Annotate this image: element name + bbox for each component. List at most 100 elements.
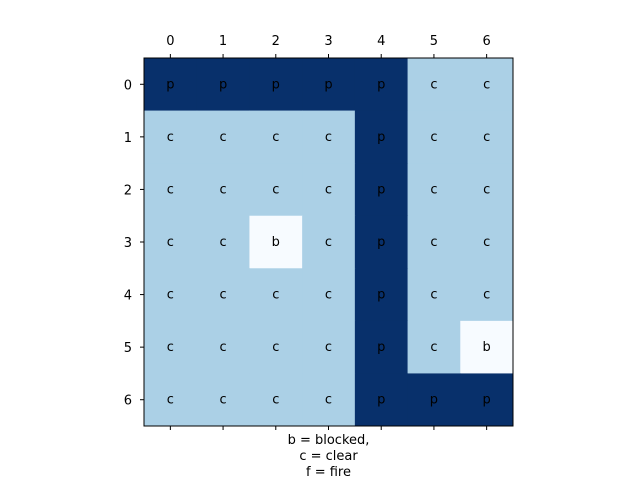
x-tick-label: 6 <box>483 34 491 49</box>
y-tick-label: 3 <box>124 236 132 251</box>
cell-label: p <box>324 77 332 92</box>
heatmap-cell <box>196 268 250 322</box>
heatmap-cell <box>249 320 303 374</box>
cell-label: b <box>483 340 491 355</box>
cell-label: c <box>325 340 332 355</box>
heatmap-cell <box>460 163 514 217</box>
cell-label: c <box>430 340 437 355</box>
heatmap-cell <box>460 215 514 269</box>
cell-label: c <box>167 235 174 250</box>
cell-label: p <box>377 77 385 92</box>
heatmap-cell <box>144 373 198 427</box>
cell-label: c <box>325 288 332 303</box>
cell-label: p <box>166 77 174 92</box>
cell-label: c <box>167 288 174 303</box>
x-tick-label: 1 <box>219 34 227 49</box>
y-tick-label: 6 <box>124 394 132 409</box>
cell-label: c <box>272 340 279 355</box>
heatmap-cell <box>354 373 409 427</box>
cell-label: p <box>377 182 385 197</box>
cell-label: p <box>377 235 385 250</box>
cell-label: p <box>272 77 280 92</box>
heatmap-cell <box>144 110 198 164</box>
heatmap-cell <box>407 373 461 427</box>
cell-labels: p p p p p c c c c c c p c c c c c c p c c c c b c p c c c c c c p c c c c c c p… <box>166 77 491 407</box>
heatmap-cell <box>196 110 250 164</box>
cell-label: c <box>219 130 226 145</box>
heatmap-cell <box>460 320 514 374</box>
cell-label: p <box>377 288 385 303</box>
cell-label: c <box>430 77 437 92</box>
cell-label: c <box>430 182 437 197</box>
cell-label: c <box>272 130 279 145</box>
x-tick-label: 0 <box>166 34 174 49</box>
cell-label: p <box>377 393 385 408</box>
heatmap-cell <box>460 58 514 112</box>
cell-label: c <box>483 182 490 197</box>
heatmap-cell <box>249 58 303 112</box>
cell-label: c <box>219 393 226 408</box>
heatmap-cell <box>354 58 409 112</box>
cell-label: p <box>377 340 385 355</box>
heatmap-cell <box>460 110 514 164</box>
heatmap-cell <box>407 110 461 164</box>
heatmap-cell <box>460 268 514 322</box>
x-tick-label: 4 <box>377 34 385 49</box>
heatmap-cell <box>144 58 198 112</box>
heatmap-cell <box>302 320 356 374</box>
heatmap-cell <box>354 163 409 217</box>
cell-label: c <box>272 393 279 408</box>
heatmap-cell <box>354 320 409 374</box>
heatmap-cell <box>407 320 461 374</box>
x-axis-label-line: b = blocked, <box>288 433 370 448</box>
heatmap-cells <box>144 58 514 427</box>
cell-label: p <box>219 77 227 92</box>
heatmap-cell <box>302 215 356 269</box>
y-tick-label: 1 <box>124 131 132 146</box>
heatmap-cell <box>354 268 409 322</box>
cell-label: c <box>430 235 437 250</box>
cell-label: p <box>430 393 438 408</box>
cell-label: c <box>483 130 490 145</box>
cell-label: b <box>272 235 280 250</box>
cell-label: c <box>167 130 174 145</box>
heatmap-cell <box>302 373 356 427</box>
heatmap-cell <box>196 320 250 374</box>
cell-label: c <box>325 235 332 250</box>
cell-label: c <box>167 393 174 408</box>
cell-label: p <box>377 130 385 145</box>
heatmap-cell <box>249 215 303 269</box>
heatmap-cell <box>196 58 250 112</box>
cell-label: c <box>219 182 226 197</box>
axis-ticks: 0 1 2 3 4 5 6 0 1 2 3 4 5 6 <box>124 34 491 430</box>
cell-label: c <box>430 130 437 145</box>
heatmap-cell <box>407 58 461 112</box>
x-axis-label-line: f = fire <box>306 465 351 480</box>
cell-label: c <box>325 393 332 408</box>
heatmap-cell <box>196 163 250 217</box>
cell-label: c <box>219 340 226 355</box>
cell-label: c <box>272 288 279 303</box>
heatmap-cell <box>144 268 198 322</box>
heatmap-cell <box>144 320 198 374</box>
x-axis-label-line: c = clear <box>299 449 358 464</box>
cell-label: c <box>219 235 226 250</box>
y-tick-label: 5 <box>124 341 132 356</box>
heatmap-cell <box>144 163 198 217</box>
heatmap-cell <box>144 215 198 269</box>
cell-label: c <box>483 288 490 303</box>
y-tick-label: 2 <box>124 183 132 198</box>
cell-label: c <box>483 235 490 250</box>
heatmap-cell <box>354 110 409 164</box>
heatmap-cell <box>302 268 356 322</box>
cell-label: c <box>325 130 332 145</box>
heatmap-cell <box>407 268 461 322</box>
y-tick-label: 4 <box>124 289 132 304</box>
heatmap-cell <box>407 215 461 269</box>
cell-label: c <box>325 182 332 197</box>
heatmap-cell <box>196 215 250 269</box>
heatmap-cell <box>407 163 461 217</box>
cell-label: p <box>483 393 491 408</box>
heatmap-cell <box>249 110 303 164</box>
